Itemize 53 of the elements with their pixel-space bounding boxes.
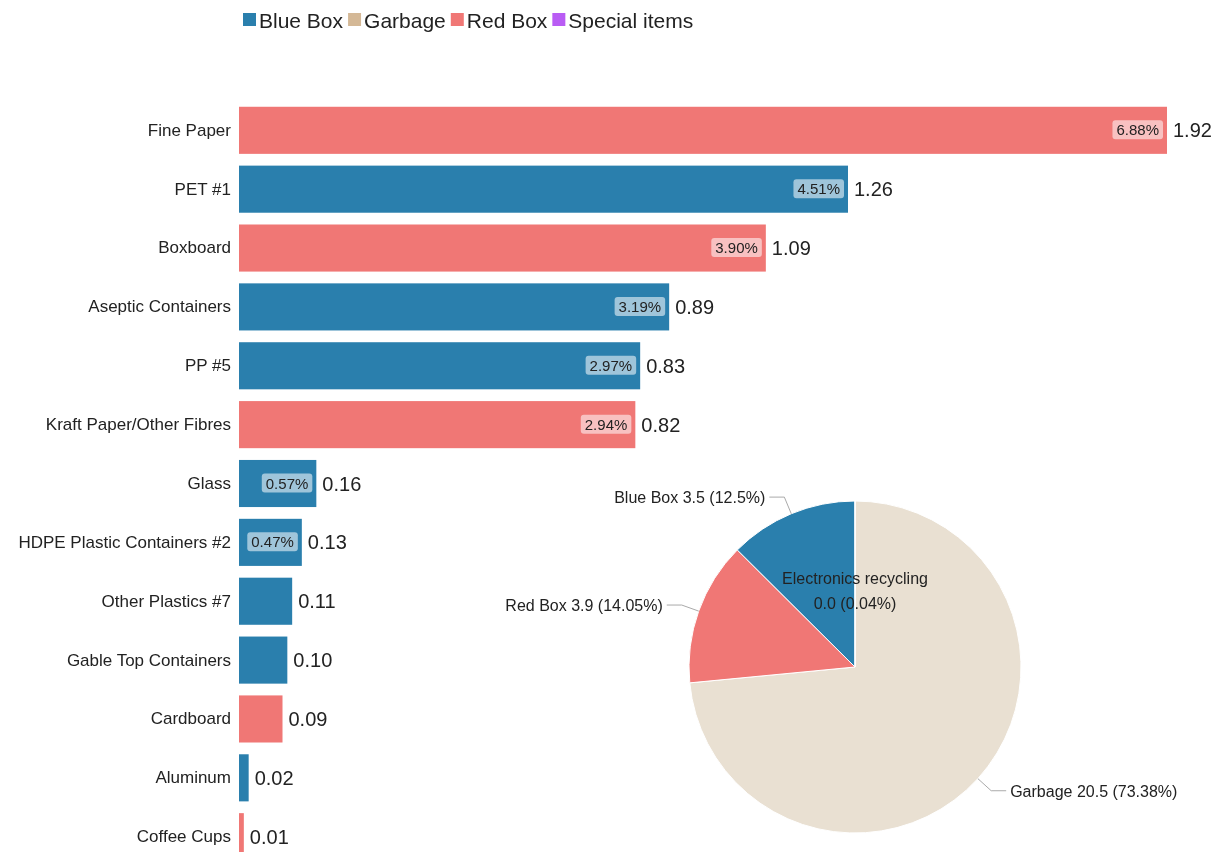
bar (239, 695, 283, 743)
data-label: 0.11 (298, 590, 336, 613)
bar (239, 401, 636, 449)
slice-label: Red Box 3.9 (14.05%) (505, 597, 663, 615)
bar (239, 224, 766, 272)
bar (239, 459, 317, 508)
y-tick-label: PP #5 (184, 356, 231, 376)
legend-label: Garbage (364, 9, 446, 32)
slice-label: Blue Box 3.5 (12.5%) (614, 489, 766, 507)
y-tick-label: Fine Paper (147, 120, 232, 140)
y-tick-label: Kraft Paper/Other Fibres (45, 415, 231, 435)
y-tick-label: Glass (187, 473, 231, 493)
y-tick-label: Aseptic Containers (88, 297, 231, 317)
data-label: 0.02 (254, 766, 294, 789)
data-label: 1.92 (1173, 119, 1212, 142)
legend-label: Red Box (466, 9, 548, 32)
data-label: 1.26 (854, 178, 893, 201)
legend-label: Special items (568, 9, 694, 32)
bar (239, 342, 641, 390)
annotation: 3.90% (715, 239, 758, 257)
y-tick-label: PET #1 (174, 179, 231, 199)
data-label: 0.89 (675, 295, 715, 318)
data-label: 0.09 (288, 707, 328, 730)
bar (239, 165, 848, 213)
annotation: 0.47% (251, 533, 294, 551)
annotation: 2.97% (589, 356, 633, 374)
y-tick-label: Coffee Cups (136, 827, 231, 847)
y-tick-label: Other Plastics #7 (101, 591, 231, 611)
annotation: 3.19% (618, 297, 662, 315)
y-tick-label: Boxboard (158, 238, 231, 258)
bar (239, 106, 1167, 154)
data-label: 0.16 (322, 472, 362, 495)
data-label: 0.13 (307, 531, 347, 554)
bar (239, 577, 293, 625)
annotation: 4.51% (797, 180, 840, 198)
annotation: 6.88% (1116, 121, 1159, 139)
y-tick-label: Cardboard (150, 709, 231, 729)
y-tick-label: HDPE Plastic Containers #2 (18, 532, 231, 552)
data-label: 0.01 (249, 825, 289, 848)
annotation: 2.94% (584, 415, 628, 433)
data-label: 1.09 (771, 237, 811, 260)
data-label: 0.83 (646, 354, 686, 377)
legend-label: Blue Box (259, 9, 344, 32)
annotation: 0.57% (265, 474, 309, 492)
y-tick-label: Aluminum (155, 768, 231, 788)
bar (239, 754, 249, 802)
bar (239, 283, 670, 331)
data-label: 0.82 (641, 413, 681, 436)
y-tick-label: Gable Top Containers (66, 650, 231, 670)
bar (239, 518, 302, 566)
slice-label: Garbage 20.5 (73.38%) (1010, 782, 1178, 800)
bar (239, 636, 288, 684)
data-label: 0.10 (293, 649, 333, 672)
